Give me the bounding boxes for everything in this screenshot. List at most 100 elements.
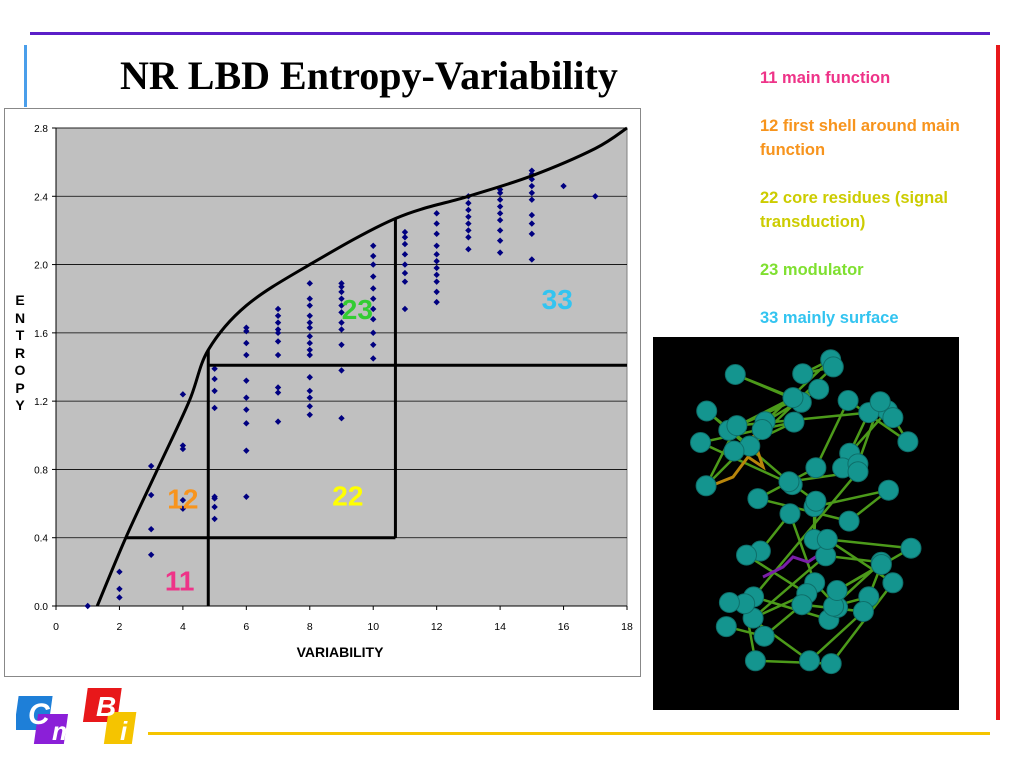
region-label-23: 23 <box>342 294 373 325</box>
data-point <box>243 394 250 401</box>
data-point <box>401 240 409 248</box>
boundary-curve <box>95 126 628 607</box>
protein-structure-image <box>653 337 959 710</box>
data-point <box>496 216 504 224</box>
atom-sphere <box>847 461 869 483</box>
data-point <box>496 203 504 210</box>
data-point <box>211 493 218 500</box>
right-rule <box>996 45 1000 720</box>
data-point <box>306 312 313 319</box>
data-point <box>370 273 377 280</box>
data-point <box>401 305 409 313</box>
data-point <box>496 249 504 256</box>
x-tick-label: 4 <box>180 621 186 633</box>
atom-sphere <box>791 594 813 616</box>
data-point <box>211 375 218 383</box>
data-point <box>179 496 187 504</box>
data-point <box>274 389 282 396</box>
data-point <box>528 230 536 238</box>
atom-sphere <box>736 544 757 566</box>
data-point <box>306 394 313 401</box>
data-point <box>243 327 250 335</box>
atom-sphere <box>805 457 827 479</box>
ligand-purple <box>762 550 824 579</box>
x-tick-label: 18 <box>621 621 633 633</box>
data-point <box>496 189 504 197</box>
data-point <box>211 365 218 372</box>
data-point <box>401 251 409 258</box>
data-point <box>592 193 599 200</box>
data-point <box>274 319 282 326</box>
atom-sphere <box>882 407 904 429</box>
data-point <box>338 341 345 349</box>
data-point <box>528 182 536 190</box>
data-point <box>433 210 440 217</box>
bottom-rule <box>148 732 990 735</box>
data-point <box>147 551 155 558</box>
data-point <box>338 319 345 326</box>
data-point <box>116 585 123 593</box>
data-point <box>433 230 440 238</box>
x-tick-label: 8 <box>307 621 313 633</box>
data-point <box>496 196 504 203</box>
data-point <box>243 406 250 413</box>
data-point <box>528 220 536 227</box>
atom-sphere <box>718 592 740 613</box>
data-point <box>370 355 377 362</box>
data-point <box>274 384 282 391</box>
atom-sphere <box>882 572 904 594</box>
data-point <box>306 333 313 340</box>
data-point <box>370 252 377 260</box>
data-point <box>116 568 123 576</box>
logo-letter-m: m <box>52 716 75 746</box>
data-point <box>274 351 282 359</box>
atom-sphere <box>805 490 827 512</box>
data-point <box>370 242 377 249</box>
atom-sphere <box>870 554 892 575</box>
data-point <box>338 280 345 287</box>
data-point <box>465 220 472 227</box>
legend-item-33: 33 mainly surface <box>760 309 899 327</box>
data-point <box>338 295 345 302</box>
data-point <box>465 246 472 253</box>
legend-item-12: 12 first shell around main function <box>760 117 960 159</box>
atom-sphere <box>778 471 800 493</box>
data-point <box>370 341 377 349</box>
data-point <box>179 445 187 453</box>
data-point <box>243 447 250 454</box>
y-tick-label: 0.4 <box>34 534 48 545</box>
x-tick-label: 2 <box>117 621 123 633</box>
data-point <box>147 462 155 470</box>
data-point <box>528 211 536 219</box>
data-point <box>401 234 409 241</box>
logo-letter-c: C <box>28 698 51 731</box>
data-point <box>370 285 377 292</box>
data-point <box>306 324 313 331</box>
y-tick-label: 2.8 <box>34 124 48 135</box>
data-point <box>370 305 377 313</box>
atom-sphere <box>900 537 922 559</box>
x-tick-label: 0 <box>53 621 59 633</box>
data-point <box>465 199 472 207</box>
atom-sphere <box>723 440 745 462</box>
atom-sphere <box>878 479 899 501</box>
data-point <box>465 234 472 241</box>
data-point <box>465 213 472 220</box>
data-point <box>560 182 567 190</box>
data-point <box>433 251 440 258</box>
y-tick-label: 1.2 <box>34 397 48 408</box>
data-point <box>243 351 250 359</box>
data-point <box>433 298 440 306</box>
data-point <box>338 415 345 422</box>
data-point <box>306 403 313 410</box>
atom-sphere <box>808 378 830 400</box>
legend-item-22: 22 core residues (signal transduction) <box>760 189 949 231</box>
atom-sphere <box>782 387 804 409</box>
logo-letter-b: B <box>96 691 116 722</box>
atom-sphere <box>837 390 859 411</box>
atom-sphere <box>751 419 773 440</box>
data-point <box>306 295 313 302</box>
y-tick-label: 2.4 <box>34 192 48 203</box>
data-point <box>116 594 123 601</box>
